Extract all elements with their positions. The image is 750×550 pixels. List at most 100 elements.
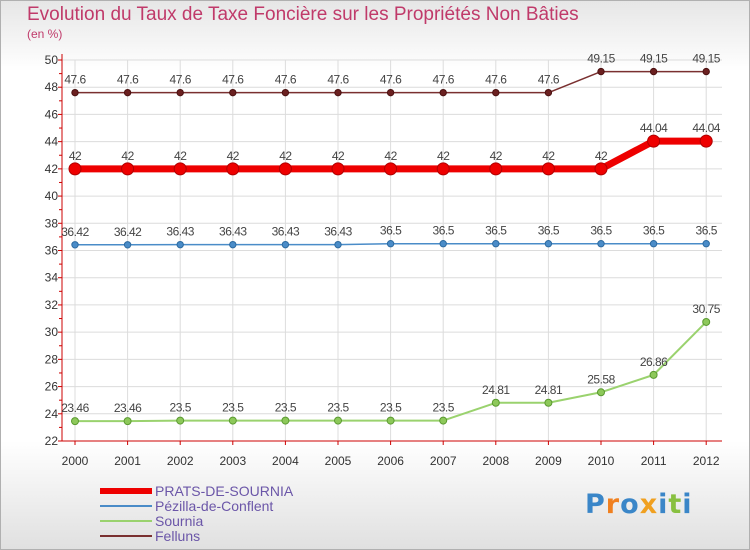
point-3-1: [123, 88, 132, 97]
point-2-12: [702, 317, 711, 326]
data-label-2-9: 24.81: [535, 383, 563, 397]
data-label-1-5: 36.43: [324, 225, 352, 239]
point-3-5: [334, 88, 342, 97]
data-label-2-12: 30.75: [692, 302, 720, 316]
logo-letter-0: P: [585, 489, 606, 520]
point-3-7: [439, 88, 447, 97]
data-label-0-1: 42: [121, 149, 134, 163]
point-3-6: [386, 88, 395, 97]
ytick-label-36: 36: [45, 244, 59, 258]
data-label-1-9: 36.5: [538, 224, 560, 238]
data-label-0-7: 42: [437, 149, 450, 163]
point-1-8: [492, 239, 500, 248]
point-0-10: [594, 162, 608, 176]
data-label-2-1: 23.46: [114, 401, 142, 415]
data-label-3-5: 47.6: [327, 73, 349, 87]
point-3-12: [702, 67, 710, 76]
legend-swatch-prats: [100, 488, 152, 494]
data-label-1-2: 36.43: [166, 225, 194, 239]
data-label-2-5: 23.5: [327, 401, 349, 415]
logo-letter-2: o: [620, 489, 640, 520]
xtick-label-2010: 2010: [588, 454, 615, 468]
point-3-4: [281, 88, 290, 97]
point-0-3: [226, 162, 240, 176]
point-3-9: [544, 88, 553, 97]
data-label-2-4: 23.5: [275, 401, 297, 415]
logo-letter-6: i: [682, 489, 693, 520]
data-label-0-6: 42: [384, 149, 397, 163]
data-label-1-8: 36.5: [485, 224, 507, 238]
xtick-label-2012: 2012: [693, 454, 720, 468]
data-label-1-11: 36.5: [643, 224, 665, 238]
xtick-label-2001: 2001: [114, 454, 141, 468]
proxiti-logo: Proxiti: [585, 489, 693, 520]
tick-labels: 22 24 26 28 30 32 34 36 38 40 42 44 46 48 50 2000 2001 20…: [45, 53, 720, 468]
ytick-label-26: 26: [45, 380, 59, 394]
point-1-5: [334, 240, 342, 249]
point-0-5: [331, 162, 345, 176]
data-label-2-6: 23.5: [380, 401, 402, 415]
series-lines: [68, 67, 713, 426]
ytick-label-32: 32: [45, 298, 59, 312]
point-1-0: [71, 241, 79, 249]
data-label-2-2: 23.5: [170, 401, 192, 415]
point-2-0: [71, 417, 79, 426]
point-3-2: [176, 88, 184, 97]
xtick-label-2002: 2002: [167, 454, 194, 468]
point-0-12: [699, 134, 713, 148]
legend-label-prats: PRATS-DE-SOURNIA: [155, 483, 294, 499]
point-1-11: [649, 239, 658, 248]
point-1-10: [597, 239, 605, 248]
data-label-2-11: 26.86: [640, 355, 668, 369]
data-label-3-6: 47.6: [380, 73, 402, 87]
xtick-label-2008: 2008: [482, 454, 509, 468]
data-label-3-1: 47.6: [117, 73, 139, 87]
point-1-6: [386, 239, 395, 248]
point-1-12: [702, 239, 710, 248]
point-1-9: [544, 239, 553, 248]
data-label-2-3: 23.5: [222, 401, 244, 415]
data-label-1-10: 36.5: [590, 224, 612, 238]
xtick-label-2000: 2000: [62, 454, 89, 468]
logo-letter-5: t: [668, 489, 683, 520]
data-label-3-9: 47.6: [538, 73, 560, 87]
data-label-0-3: 42: [227, 149, 240, 163]
point-0-8: [489, 162, 503, 176]
legend-label-sournia: Sournia: [155, 513, 204, 529]
xtick-label-2005: 2005: [325, 454, 352, 468]
data-labels: 47.6 47.6 47.6 47.6 47.6 47.6 47.6 47.6 47.6 47.6…: [61, 52, 721, 416]
data-label-3-4: 47.6: [275, 73, 297, 87]
logo-letter-3: x: [639, 489, 659, 520]
data-label-0-12: 44.04: [692, 121, 720, 135]
ytick-label-42: 42: [45, 162, 59, 176]
data-label-1-12: 36.5: [696, 224, 718, 238]
data-label-0-9: 42: [542, 149, 555, 163]
point-1-1: [123, 241, 132, 249]
data-label-0-5: 42: [332, 149, 345, 163]
data-label-2-7: 23.5: [433, 401, 455, 415]
logo-letter-4: i: [658, 489, 669, 520]
ytick-label-30: 30: [45, 325, 59, 339]
point-2-9: [544, 398, 553, 407]
point-2-7: [439, 416, 448, 425]
ytick-label-40: 40: [45, 189, 59, 203]
xtick-label-2007: 2007: [430, 454, 457, 468]
data-label-0-0: 42: [69, 149, 82, 163]
point-0-9: [541, 162, 555, 176]
point-1-4: [281, 240, 290, 249]
ytick-label-44: 44: [45, 135, 59, 149]
point-2-5: [334, 416, 342, 425]
axes: [58, 54, 722, 445]
point-0-6: [384, 162, 398, 176]
point-0-0: [68, 162, 82, 176]
point-2-4: [281, 416, 290, 425]
data-label-2-8: 24.81: [482, 383, 510, 397]
point-0-4: [278, 162, 292, 176]
legend-label-felluns: Felluns: [155, 528, 201, 544]
point-0-11: [647, 134, 661, 148]
data-label-0-8: 42: [490, 149, 503, 163]
xtick-label-2006: 2006: [377, 454, 404, 468]
point-3-0: [71, 88, 79, 97]
data-label-3-11: 49.15: [640, 52, 668, 66]
